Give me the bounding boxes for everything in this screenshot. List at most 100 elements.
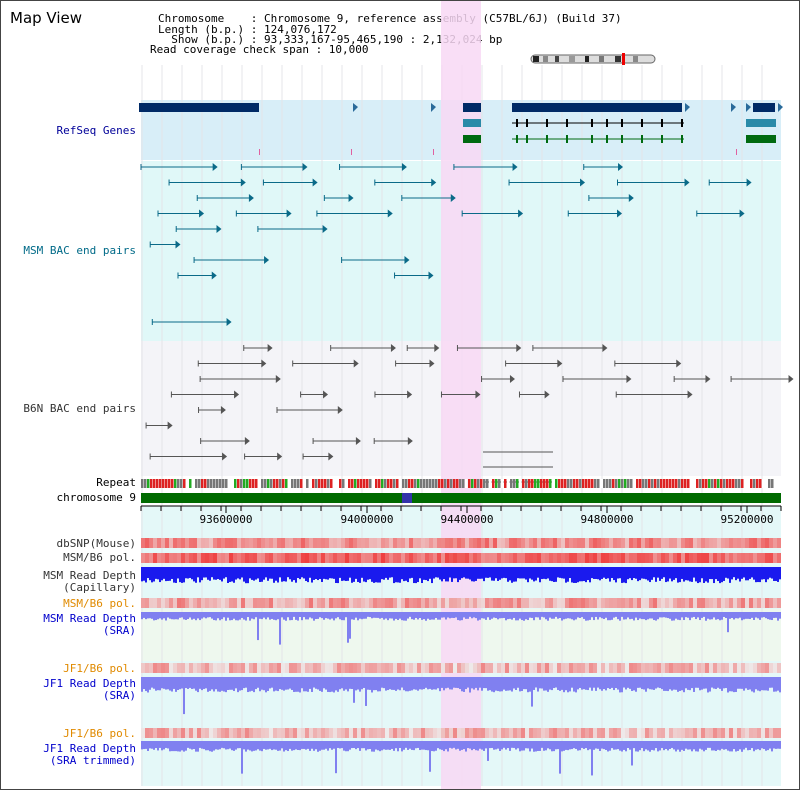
msm-b6-pol-2-strip: [653, 598, 657, 608]
repeat-block: [186, 479, 189, 488]
msm-b6-pol-2-strip: [493, 598, 497, 608]
msm-depth-cap-bar: [477, 567, 479, 579]
msm-bac-pair-end: [312, 178, 318, 187]
jf1-depth-trim-bar: [403, 741, 405, 750]
jf1-depth-trim-bar: [221, 741, 223, 748]
jf1-depth-trim-bar: [475, 741, 477, 751]
jf1-depth-sra-bar: [507, 677, 509, 691]
msm-depth-cap-bar: [215, 567, 217, 580]
msm-depth-cap-bar: [561, 567, 563, 579]
jf1-depth-sra-bar: [255, 677, 257, 690]
jf1-b6-pol-2-strip: [761, 728, 765, 738]
msm-depth-sra-bar: [599, 612, 601, 618]
msm-depth-sra-bar: [609, 612, 611, 621]
dbsnp-strip: [197, 538, 201, 548]
jf1-b6-pol-strip: [525, 663, 529, 673]
repeat-block: [168, 479, 171, 488]
jf1-b6-pol-2-strip: [757, 728, 761, 738]
refseq-gene-arrow: [731, 103, 736, 112]
msm-b6-pol-2-strip: [169, 598, 173, 608]
jf1-b6-pol-2-strip: [705, 728, 709, 738]
msm-depth-cap-bar: [453, 567, 455, 579]
track-label-jf1-b6-pol-2: JF1/B6 pol.: [63, 727, 136, 740]
track-label-b6n-bac[interactable]: B6N BAC end pairs: [23, 402, 136, 415]
jf1-depth-trim-bar: [747, 741, 749, 751]
jf1-depth-sra-bar: [477, 677, 479, 691]
jf1-depth-sra-bar: [441, 677, 443, 688]
jf1-b6-pol-2-strip: [473, 728, 477, 738]
repeat-block: [303, 479, 306, 488]
jf1-b6-pol-strip: [581, 663, 585, 673]
b6n-bac-pair-end: [602, 344, 608, 352]
msm-b6-pol-2-strip: [521, 598, 525, 608]
msm-depth-sra-bar: [371, 612, 373, 619]
msm-depth-sra-bar: [773, 612, 775, 618]
dbsnp-strip: [501, 538, 505, 548]
repeat-block: [762, 479, 765, 488]
jf1-b6-pol-2-strip: [317, 728, 321, 738]
jf1-depth-sra-bar: [331, 677, 333, 692]
msm-depth-cap-bar: [217, 567, 219, 580]
jf1-depth-trim-bar: [317, 741, 319, 752]
msm-b6-pol-2-strip: [701, 598, 705, 608]
refseq-exon: [591, 119, 593, 127]
repeat-block: [159, 479, 162, 488]
msm-depth-sra-bar: [351, 612, 353, 620]
repeat-block: [660, 479, 663, 488]
dbsnp-strip: [745, 538, 749, 548]
msm-b6-pol-strip: [493, 553, 497, 563]
chromosome-ideogram[interactable]: [529, 52, 659, 66]
refseq-exon: [516, 135, 518, 143]
track-label-msm-bac[interactable]: MSM BAC end pairs: [23, 244, 136, 257]
msm-b6-pol-2-strip: [317, 598, 321, 608]
jf1-depth-sra-bar: [525, 677, 527, 690]
jf1-b6-pol-2-strip: [329, 728, 333, 738]
msm-depth-cap-bar: [777, 567, 779, 582]
dbsnp-strip: [297, 538, 301, 548]
msm-b6-pol-2-strip: [469, 598, 473, 608]
jf1-b6-pol-strip: [733, 663, 737, 673]
jf1-depth-trim-bar: [651, 741, 653, 750]
repeat-block: [417, 479, 420, 488]
jf1-depth-sra-bar: [179, 677, 181, 690]
jf1-depth-trim-bar: [517, 741, 519, 749]
dbsnp-strip: [349, 538, 353, 548]
jf1-depth-trim-bar: [595, 741, 597, 749]
track-label-refseq[interactable]: RefSeq Genes: [56, 124, 136, 137]
dbsnp-strip: [777, 538, 781, 548]
jf1-depth-sra-bar: [693, 677, 695, 692]
msm-depth-sra-bar: [637, 612, 639, 621]
dbsnp-strip: [213, 538, 217, 548]
msm-depth-cap-bar: [489, 567, 491, 578]
msm-b6-pol-2-strip: [589, 598, 593, 608]
msm-b6-pol-2-strip: [401, 598, 405, 608]
msm-b6-pol-strip: [341, 553, 345, 563]
msm-depth-sra-bar: [715, 612, 717, 620]
dbsnp-strip: [253, 538, 257, 548]
msm-depth-sra-bar: [393, 612, 395, 621]
dbsnp-strip: [773, 538, 777, 548]
axis-tick-label: 93600000: [200, 513, 253, 526]
dbsnp-strip: [173, 538, 177, 548]
jf1-b6-pol-2-strip: [297, 728, 301, 738]
jf1-depth-sra-bar: [293, 677, 295, 692]
msm-depth-cap-bar: [447, 567, 449, 582]
msm-b6-pol-2-strip: [257, 598, 261, 608]
jf1-depth-trim-bar: [231, 741, 233, 751]
msm-depth-sra-bar: [639, 612, 641, 619]
msm-depth-cap-bar: [573, 567, 575, 583]
dbsnp-strip: [345, 538, 349, 548]
msm-b6-pol-strip: [729, 553, 733, 563]
jf1-depth-sra-bar: [237, 677, 239, 693]
jf1-b6-pol-2-strip: [777, 728, 781, 738]
jf1-depth-trim-bar: [661, 741, 663, 749]
jf1-depth-sra-bar: [261, 677, 263, 690]
jf1-b6-pol-strip: [461, 663, 465, 673]
repeat-block: [255, 479, 258, 488]
dbsnp-strip: [541, 538, 545, 548]
msm-depth-sra-bar: [191, 612, 193, 620]
jf1-depth-sra-bar: [329, 677, 331, 693]
msm-b6-pol-strip: [221, 553, 225, 563]
msm-depth-cap-bar: [581, 567, 583, 582]
